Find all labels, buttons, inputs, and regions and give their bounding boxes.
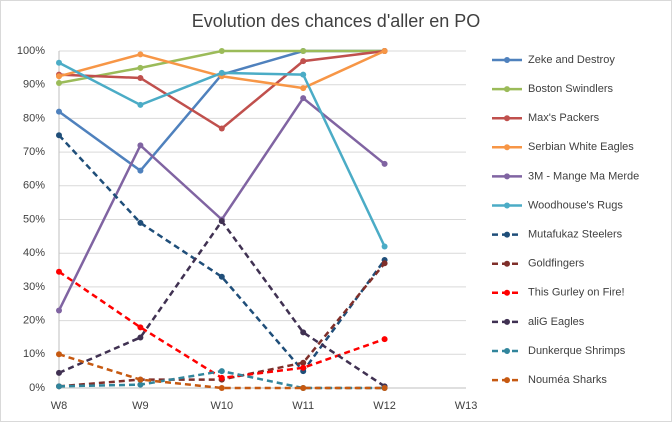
x-tick-label: W10 xyxy=(210,400,233,412)
x-tick-label: W13 xyxy=(455,400,478,412)
y-tick-label: 100% xyxy=(17,45,45,57)
x-tick-label: W12 xyxy=(373,400,396,412)
data-point xyxy=(381,260,388,267)
legend-label: Woodhouse's Rugs xyxy=(528,199,623,211)
data-point xyxy=(218,218,225,225)
legend-label: aliG Eagles xyxy=(528,316,585,328)
data-point xyxy=(300,85,307,92)
chart-title: Evolution des chances d'aller en PO xyxy=(192,11,481,31)
data-point xyxy=(381,336,388,343)
data-point xyxy=(218,374,225,381)
data-point xyxy=(300,364,307,371)
legend-label: Serbian White Eagles xyxy=(528,141,634,153)
data-point xyxy=(300,48,307,54)
y-tick-label: 50% xyxy=(23,213,45,225)
data-point xyxy=(300,71,307,78)
data-point xyxy=(56,108,62,115)
legend-marker xyxy=(504,377,510,384)
data-point xyxy=(137,324,144,331)
data-point xyxy=(56,80,62,87)
legend-label: This Gurley on Fire! xyxy=(528,287,625,299)
data-point xyxy=(137,101,144,108)
legend-label: Max's Packers xyxy=(528,112,600,124)
y-tick-label: 20% xyxy=(23,315,45,327)
data-point xyxy=(56,132,62,139)
legend-label: Dunkerque Shrimps xyxy=(528,345,626,357)
legend-label: Zeke and Destroy xyxy=(528,54,615,66)
data-point xyxy=(381,160,388,167)
data-point xyxy=(137,381,144,388)
data-point xyxy=(381,48,388,54)
data-point xyxy=(218,48,225,54)
data-point xyxy=(137,376,144,383)
legend-marker xyxy=(504,57,510,63)
legend-marker xyxy=(504,115,510,122)
data-point xyxy=(300,385,307,391)
legend-marker xyxy=(504,231,510,238)
y-tick-label: 10% xyxy=(23,348,45,360)
legend-label: Mutafukaz Steelers xyxy=(528,229,623,241)
data-point xyxy=(381,243,388,250)
y-tick-label: 40% xyxy=(23,247,45,259)
data-point xyxy=(137,142,144,149)
legend-label: Goldfingers xyxy=(528,258,585,270)
data-point xyxy=(56,73,62,80)
legend-marker xyxy=(504,202,510,209)
data-point xyxy=(381,385,388,391)
y-tick-label: 30% xyxy=(23,281,45,293)
y-tick-label: 60% xyxy=(23,180,45,192)
data-point xyxy=(56,383,62,390)
y-tick-label: 80% xyxy=(23,112,45,124)
data-point xyxy=(137,167,144,174)
legend-marker xyxy=(504,86,510,93)
x-tick-label: W8 xyxy=(51,400,68,412)
x-tick-label: W11 xyxy=(292,400,314,412)
data-point xyxy=(137,74,144,81)
data-point xyxy=(56,369,62,376)
data-point xyxy=(300,58,307,65)
legend-label: Boston Swindlers xyxy=(528,83,613,95)
data-point xyxy=(137,64,144,71)
data-point xyxy=(137,219,144,226)
data-point xyxy=(218,368,225,375)
data-point xyxy=(300,95,307,102)
legend-marker xyxy=(504,289,510,296)
series-line xyxy=(58,353,385,390)
y-tick-label: 70% xyxy=(23,146,45,158)
legend-label: Nouméa Sharks xyxy=(528,374,607,386)
data-point xyxy=(56,307,62,314)
x-tick-label: W9 xyxy=(132,400,149,412)
data-point xyxy=(300,359,307,366)
data-point xyxy=(218,273,225,280)
data-point xyxy=(218,125,225,132)
y-tick-label: 0% xyxy=(29,382,45,394)
data-point xyxy=(300,329,307,336)
y-tick-label: 90% xyxy=(23,79,45,91)
data-point xyxy=(137,334,144,341)
legend-marker xyxy=(504,173,510,180)
legend-marker xyxy=(504,318,510,325)
legend-marker xyxy=(504,260,510,267)
data-point xyxy=(56,59,62,66)
legend-marker xyxy=(504,348,510,354)
legend-label: 3M - Mange Ma Merde xyxy=(528,170,639,182)
legend-marker xyxy=(504,144,510,151)
data-point xyxy=(137,51,144,58)
data-point xyxy=(218,69,225,76)
data-point xyxy=(56,268,62,275)
data-point xyxy=(218,385,225,391)
data-point xyxy=(56,351,62,358)
